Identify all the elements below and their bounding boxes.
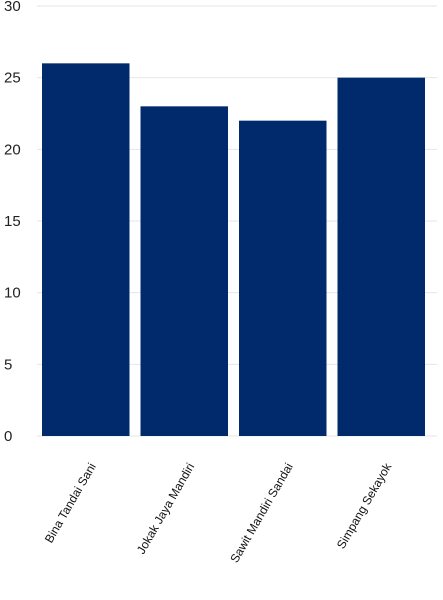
- y-tick-label: 25: [4, 70, 21, 87]
- y-axis: 0 5 10 15 20 25 30: [4, 0, 21, 445]
- x-tick-label: Sawit Mandiri Sandai: [227, 461, 295, 566]
- y-tick-label: 15: [4, 213, 21, 230]
- bar-2[interactable]: [239, 120, 327, 437]
- x-tick-label: Jokak Jaya Mandiri: [134, 461, 197, 557]
- x-axis: Bina Tandai Sani Jokak Jaya Mandiri Sawit …: [42, 460, 395, 565]
- y-tick-label: 5: [4, 356, 12, 373]
- y-tick-label: 30: [4, 0, 21, 15]
- y-tick-label: 0: [4, 428, 12, 445]
- x-tick-label: Bina Tandai Sani: [42, 461, 99, 546]
- bar-3[interactable]: [337, 77, 426, 437]
- y-tick-label: 10: [4, 285, 21, 302]
- bar-0[interactable]: [42, 63, 130, 436]
- bars: [42, 63, 426, 437]
- bar-1[interactable]: [140, 106, 229, 436]
- x-tick-label: Simpang Sekayok: [334, 460, 395, 552]
- y-tick-label: 20: [4, 141, 21, 158]
